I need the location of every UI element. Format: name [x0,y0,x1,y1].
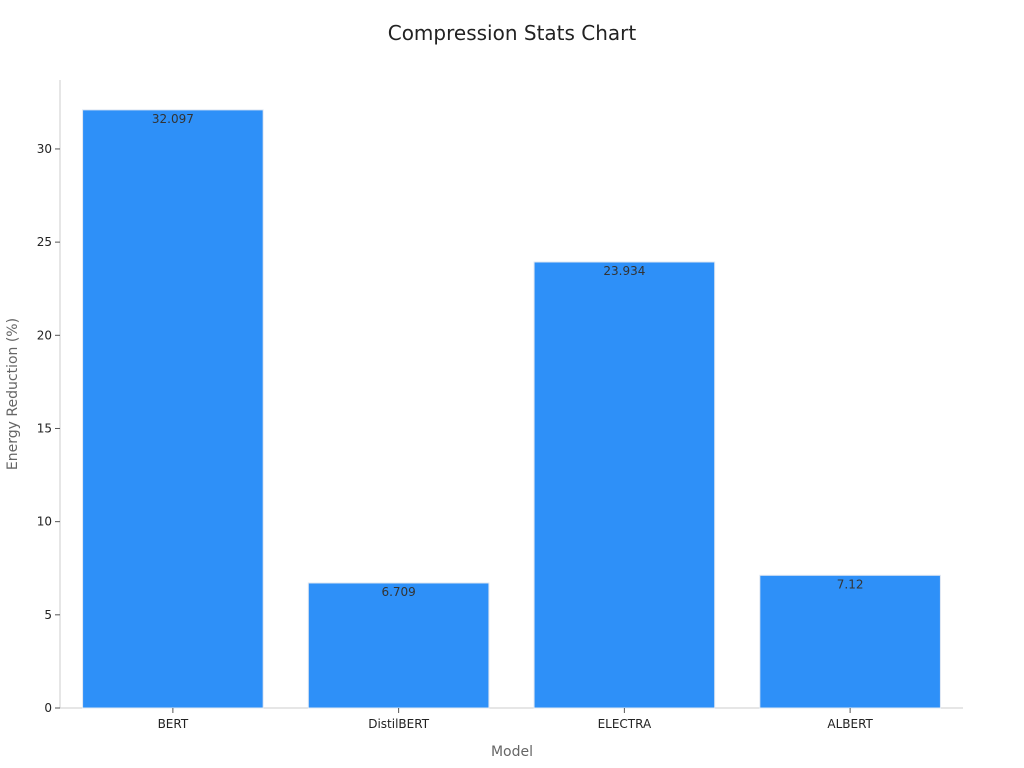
data-label-bert: 32.097 [152,112,194,126]
x-tick-label-distilbert: DistilBERT [368,717,429,731]
y-tick-label: 30 [37,142,52,156]
y-tick-label: 0 [44,701,52,715]
x-tick-label-bert: BERT [158,717,189,731]
bar-bert [82,109,264,709]
bar-distilbert [307,582,490,709]
bar-electra [533,261,716,709]
y-tick-label: 10 [37,515,52,529]
x-tick-label-albert: ALBERT [827,717,873,731]
plot-area: 0 5 10 15 20 25 30 32.097 BERT 6.709 DistilBERT 23.… [37,80,963,731]
data-label-electra: 23.934 [603,264,645,278]
y-tick-label: 25 [37,235,52,249]
data-label-albert: 7.12 [837,577,864,591]
y-tick-label: 20 [37,328,52,342]
y-tick-label: 5 [44,608,52,622]
data-label-distilbert: 6.709 [381,585,415,599]
y-tick-label: 15 [37,421,52,435]
bar-albert [759,574,941,709]
y-axis-label: Energy Reduction (%) [5,318,21,470]
x-axis-label: Model [491,744,533,760]
chart-title: Compression Stats Chart [388,21,637,45]
x-tick-label-electra: ELECTRA [598,717,652,731]
